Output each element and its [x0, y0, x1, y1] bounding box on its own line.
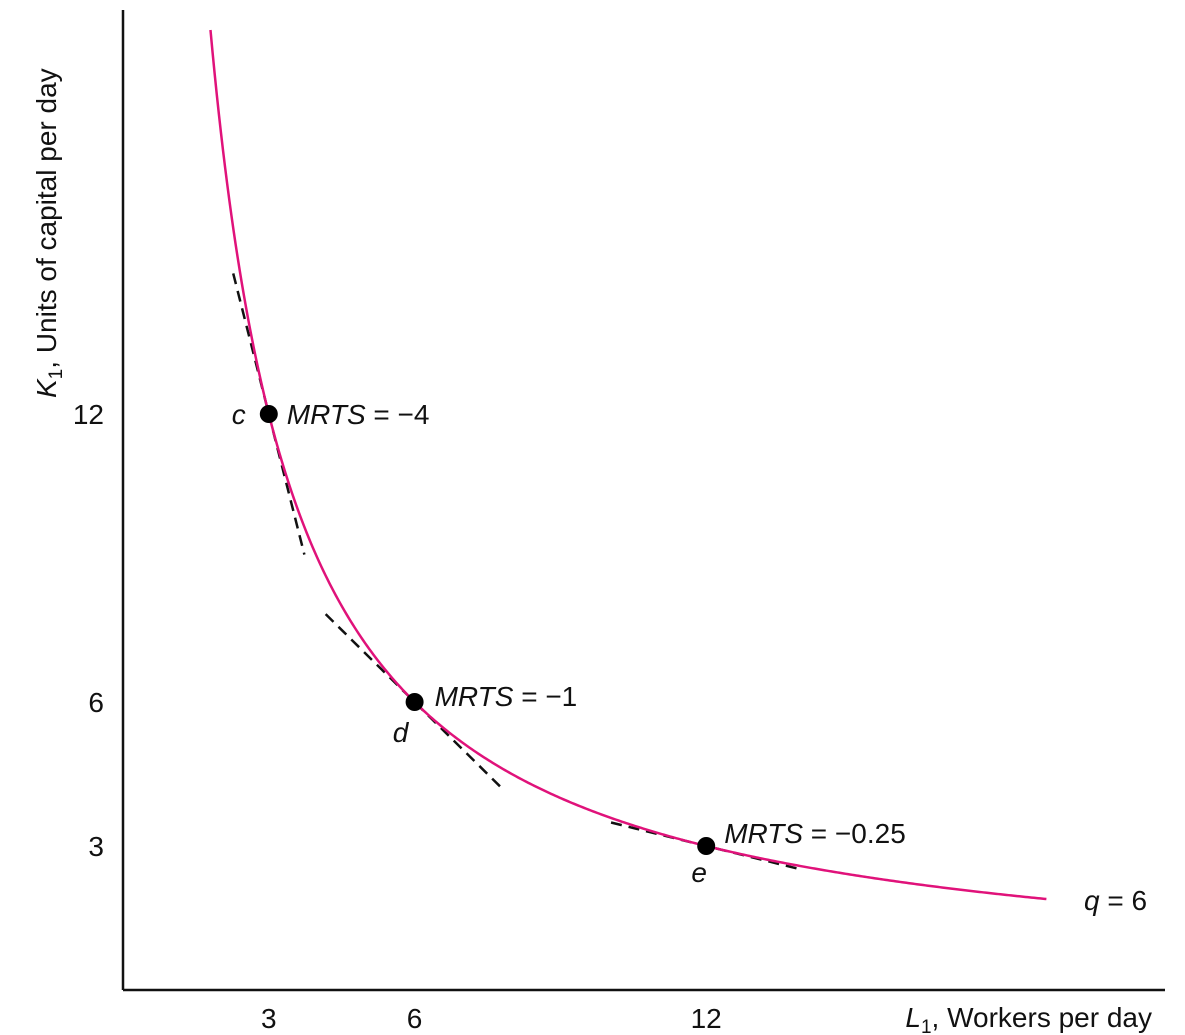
- point-c: [259, 405, 278, 423]
- y-tick-label: 3: [88, 831, 104, 862]
- point-e: [697, 837, 716, 855]
- tangent-line-d: [324, 613, 505, 791]
- points: c MRTS = −4 d MRTS = −1 e MRTS = −0.25: [232, 399, 906, 888]
- point-label-d: d: [393, 717, 410, 748]
- isoquant-curve: [209, 29, 1047, 901]
- x-axis-label: L1, Workers per day: [905, 1002, 1152, 1035]
- point-d: [405, 693, 424, 711]
- isoquant-label: q = 6: [1084, 885, 1147, 916]
- isoquant-layer: [209, 29, 1047, 901]
- mrts-label-c: MRTS = −4: [287, 399, 430, 430]
- y-axis-label: K1, Units of capital per day: [31, 68, 67, 398]
- axes: [121, 10, 1165, 992]
- y-tick-label: 12: [73, 399, 104, 430]
- point-label-c: c: [232, 399, 246, 430]
- mrts-label-e: MRTS = −0.25: [724, 818, 906, 849]
- x-tick-label: 12: [691, 1003, 722, 1034]
- tangent-lines: [232, 273, 802, 871]
- mrts-label-d: MRTS = −1: [435, 681, 578, 712]
- x-tick-label: 3: [261, 1003, 277, 1034]
- y-tick-label: 6: [88, 687, 104, 718]
- x-tick-label: 6: [407, 1003, 423, 1034]
- point-label-e: e: [691, 857, 707, 888]
- tick-labels: 3 6 12 3 6 12: [73, 399, 722, 1034]
